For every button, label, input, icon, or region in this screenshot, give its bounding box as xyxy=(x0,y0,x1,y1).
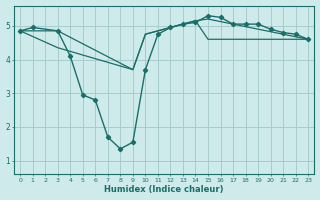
X-axis label: Humidex (Indice chaleur): Humidex (Indice chaleur) xyxy=(104,185,224,194)
